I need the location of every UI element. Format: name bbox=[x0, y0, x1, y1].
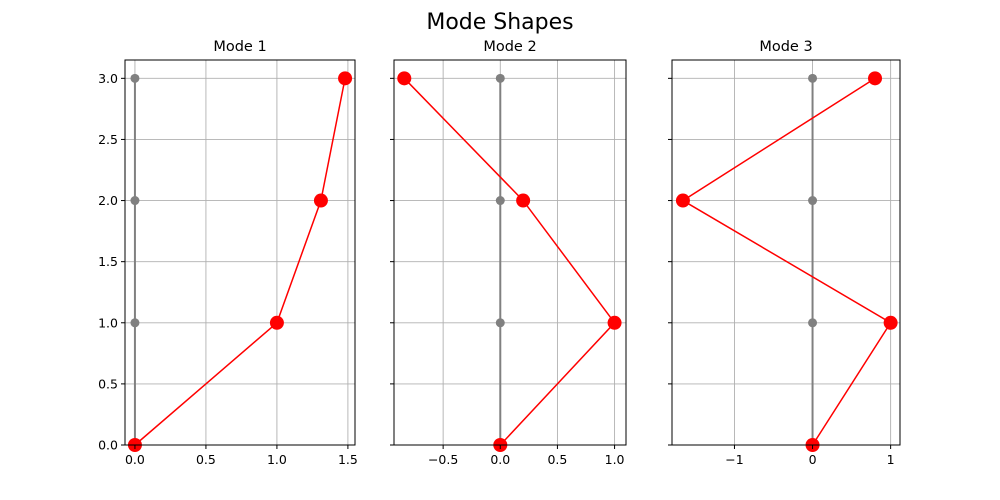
x-tick-label: 0 bbox=[809, 452, 817, 467]
axes-frame bbox=[671, 59, 901, 446]
mode-shape-point bbox=[607, 315, 622, 330]
y-tick-label: 0.0 bbox=[98, 438, 118, 453]
x-tick-label: −1 bbox=[725, 452, 743, 467]
y-tick-label: 3.0 bbox=[98, 71, 118, 86]
subplot-title: Mode 2 bbox=[483, 39, 536, 55]
mode-shape-point bbox=[883, 315, 898, 330]
mode-shape-point bbox=[269, 315, 284, 330]
undeformed-point bbox=[130, 318, 140, 328]
x-tick-label: 0.5 bbox=[547, 452, 567, 467]
axes-frame bbox=[393, 59, 627, 446]
mode-shape-point bbox=[868, 71, 883, 86]
subplot-mode-2: Mode 2 −0.5 0.0 0.5 1.0 bbox=[390, 39, 627, 467]
undeformed-point bbox=[808, 73, 818, 83]
subplot-mode-3: Mode 3 −1 0 1 bbox=[668, 39, 901, 467]
mode-shape-line bbox=[403, 77, 616, 446]
undeformed-point bbox=[495, 318, 505, 328]
y-tick-label: 2.0 bbox=[98, 193, 118, 208]
x-tick-label: 0.5 bbox=[196, 452, 216, 467]
undeformed-point bbox=[130, 196, 140, 206]
mode-shape-line bbox=[681, 77, 892, 446]
x-tick-label: −0.5 bbox=[428, 452, 458, 467]
mode-shape-line bbox=[134, 78, 346, 446]
x-tick-label: 0.0 bbox=[125, 452, 145, 467]
x-tick-label: 1.0 bbox=[267, 452, 287, 467]
figure-title: Mode Shapes bbox=[426, 10, 573, 35]
y-tick-label: 0.5 bbox=[98, 376, 118, 391]
undeformed-point bbox=[495, 196, 505, 206]
subplots: Mode 10.0 0.5 1.0 1.50.00.51.01.52.02.53.0M… bbox=[98, 39, 901, 467]
y-tick-label: 2.5 bbox=[98, 132, 118, 147]
subplot-mode-1: Mode 1 0.0 0.5 1.0 1.5 0.0 0.5 1.0 1.5 2.0 2.5 3.0 bbox=[98, 39, 358, 467]
subplot-title: Mode 1 bbox=[213, 39, 266, 55]
undeformed-point bbox=[495, 73, 505, 83]
x-tick-label: 1.5 bbox=[338, 452, 358, 467]
undeformed-point bbox=[808, 196, 818, 206]
mode-shape-point bbox=[313, 193, 328, 208]
mode-shape-point bbox=[675, 193, 690, 208]
axes-frame bbox=[124, 59, 356, 446]
x-tick-label: 1 bbox=[887, 452, 895, 467]
undeformed-point bbox=[130, 73, 140, 83]
y-tick-label: 1.5 bbox=[98, 254, 118, 269]
mode-shape-point bbox=[338, 71, 353, 86]
mode-shape-point bbox=[516, 193, 531, 208]
x-tick-label: 1.0 bbox=[605, 452, 625, 467]
subplot-title: Mode 3 bbox=[759, 39, 812, 55]
undeformed-point bbox=[808, 318, 818, 328]
y-tick-label: 1.0 bbox=[98, 315, 118, 330]
x-tick-label: 0.0 bbox=[490, 452, 510, 467]
mode-shape-point bbox=[397, 71, 412, 86]
